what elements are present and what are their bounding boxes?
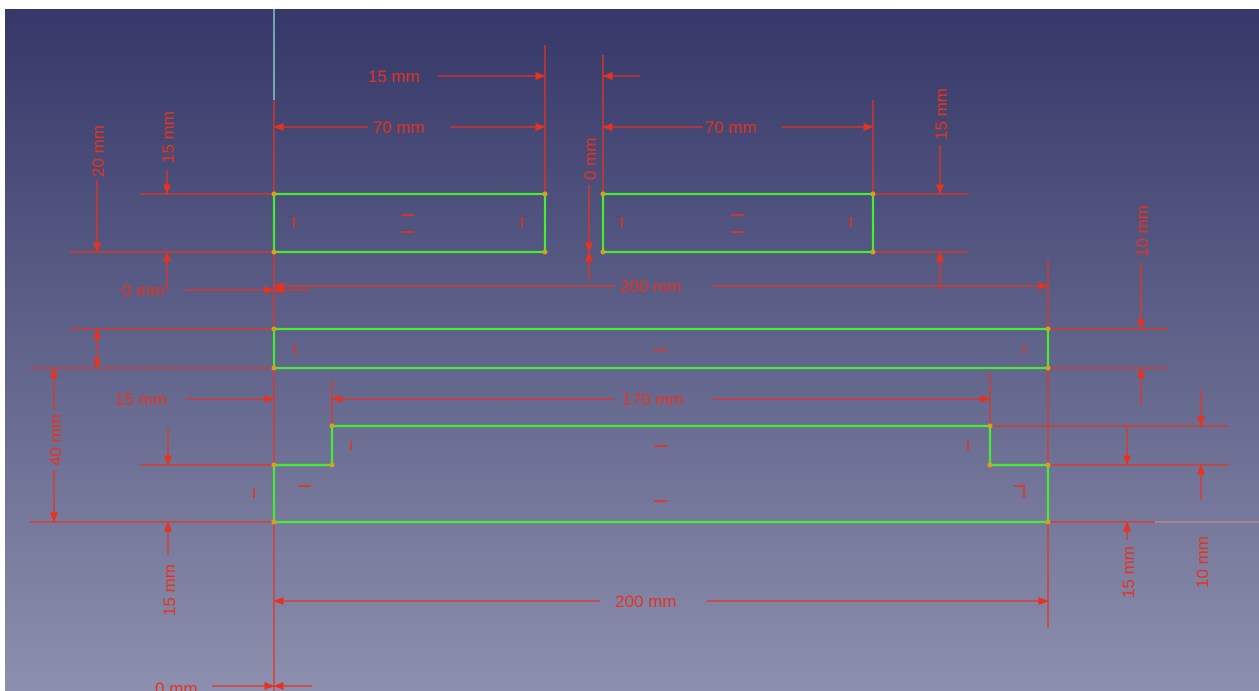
dim-label-top-left-width[interactable]: 70 mm: [373, 118, 425, 137]
vertex-points: [271, 191, 1051, 525]
dim-label-top-left-offset[interactable]: 15 mm: [159, 111, 178, 163]
dim-label-lower-height[interactable]: 40 mm: [46, 414, 65, 466]
dimension-labels: 15 mm 70 mm 70 mm 20 mm 15 mm 0 mm 15 mm…: [46, 67, 1212, 691]
dim-label-middle-width[interactable]: 200 mm: [620, 277, 681, 296]
dim-label-top-left-height[interactable]: 20 mm: [89, 125, 108, 177]
dim-label-top-right-offset[interactable]: 15 mm: [932, 88, 951, 140]
dim-label-top-right-width[interactable]: 70 mm: [705, 118, 757, 137]
dim-label-origin-offset[interactable]: 0 mm: [122, 281, 165, 300]
view-background: [5, 9, 1259, 691]
dim-label-bottom-right-10[interactable]: 10 mm: [1193, 536, 1212, 588]
dim-label-top-gap-zero[interactable]: 0 mm: [581, 138, 600, 181]
dim-label-bottom-origin[interactable]: 0 mm: [155, 679, 198, 691]
dim-label-bottom-width[interactable]: 200 mm: [615, 592, 676, 611]
top-left-rectangle: [272, 192, 547, 254]
dim-label-bottom-right-15[interactable]: 15 mm: [1119, 546, 1138, 598]
dim-label-bottom-left[interactable]: 15 mm: [160, 564, 179, 616]
constraint-marks: [253, 214, 1025, 502]
middle-bar: [272, 327, 1050, 370]
dimension-arrows: [50, 72, 1205, 690]
dim-label-lower-offset[interactable]: 15 mm: [115, 390, 167, 409]
top-right-rectangle: [601, 192, 875, 254]
dim-label-lower-width[interactable]: 170 mm: [622, 390, 683, 409]
dim-label-right-upper[interactable]: 10 mm: [1133, 205, 1152, 257]
dim-label-top-gap[interactable]: 15 mm: [368, 67, 420, 86]
